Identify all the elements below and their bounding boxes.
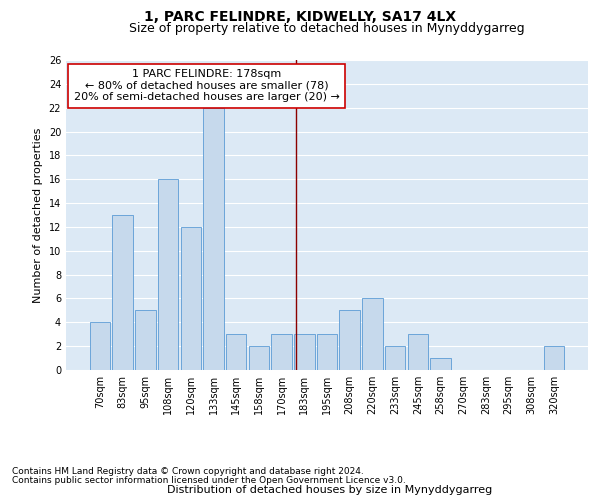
Bar	[112, 215, 133, 370]
Text: 1 PARC FELINDRE: 178sqm
← 80% of detached houses are smaller (78)
20% of semi-de: 1 PARC FELINDRE: 178sqm ← 80% of detache…	[74, 70, 340, 102]
Bar	[158, 179, 178, 370]
Bar	[248, 346, 269, 370]
Bar	[407, 334, 428, 370]
Bar	[317, 334, 337, 370]
Text: 1, PARC FELINDRE, KIDWELLY, SA17 4LX: 1, PARC FELINDRE, KIDWELLY, SA17 4LX	[144, 10, 456, 24]
Bar	[203, 108, 224, 370]
Bar	[362, 298, 383, 370]
Bar	[430, 358, 451, 370]
Title: Size of property relative to detached houses in Mynyddygarreg: Size of property relative to detached ho…	[129, 22, 525, 35]
Bar	[385, 346, 406, 370]
Bar	[226, 334, 247, 370]
Bar	[90, 322, 110, 370]
Text: Distribution of detached houses by size in Mynyddygarreg: Distribution of detached houses by size …	[167, 485, 493, 495]
Bar	[135, 310, 155, 370]
Text: Contains public sector information licensed under the Open Government Licence v3: Contains public sector information licen…	[12, 476, 406, 485]
Bar	[544, 346, 564, 370]
Y-axis label: Number of detached properties: Number of detached properties	[33, 128, 43, 302]
Bar	[294, 334, 314, 370]
Text: Contains HM Land Registry data © Crown copyright and database right 2024.: Contains HM Land Registry data © Crown c…	[12, 468, 364, 476]
Bar	[340, 310, 360, 370]
Bar	[181, 227, 201, 370]
Bar	[271, 334, 292, 370]
